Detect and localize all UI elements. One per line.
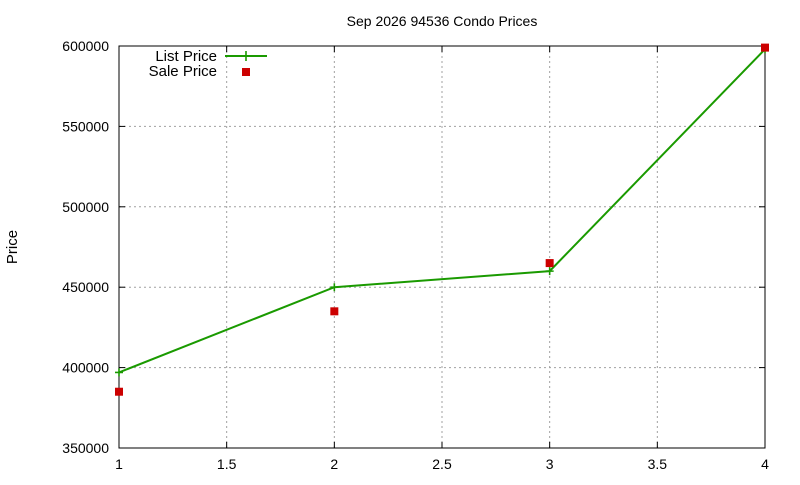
data-point-sale-price [761, 43, 769, 52]
x-tick-label: 2 [330, 456, 338, 472]
data-point-list-price [545, 267, 554, 276]
data-point-sale-price [115, 387, 123, 396]
data-point-sale-price [330, 307, 339, 316]
series-layer [115, 43, 769, 396]
y-tick-label: 500000 [62, 199, 109, 215]
x-tick-label: 3.5 [648, 456, 668, 472]
y-tick-label: 400000 [62, 360, 109, 376]
legend-label-sale-price: Sale Price [149, 63, 217, 80]
x-tick-label: 1 [115, 456, 123, 472]
y-tick-label: 350000 [62, 440, 109, 456]
series-line-list-price [118, 48, 766, 374]
legend-marker-list-price [241, 51, 251, 61]
y-tick-label: 600000 [62, 38, 109, 54]
data-point-sale-price [545, 259, 554, 268]
x-tick-label: 3 [546, 456, 554, 472]
grid [119, 46, 765, 448]
chart-title: Sep 2026 94536 Condo Prices [347, 13, 538, 29]
x-tick-label: 1.5 [217, 456, 237, 472]
y-tick-label: 450000 [62, 279, 109, 295]
data-point-list-price [115, 368, 123, 377]
legend: List Price Sale Price [149, 48, 267, 80]
y-tick-label: 550000 [62, 118, 109, 134]
ticks: 1 1.5 2 2.5 3 3.5 4 350000 400000 450000 500000 550… [62, 38, 769, 472]
legend-marker-sale-price [242, 68, 250, 76]
data-point-list-price [330, 283, 339, 292]
x-tick-label: 2.5 [432, 456, 452, 472]
x-tick-label: 4 [761, 456, 769, 472]
legend-label-list-price: List Price [155, 48, 217, 65]
y-axis-label: Price [4, 230, 21, 264]
